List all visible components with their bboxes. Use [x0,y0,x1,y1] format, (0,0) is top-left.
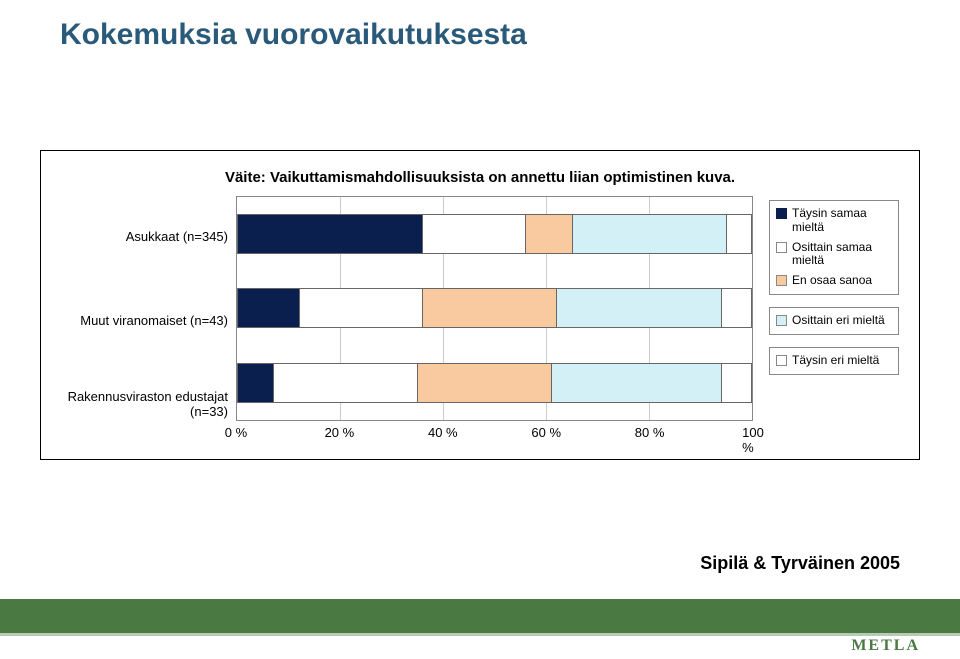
y-axis-label: Muut viranomaiset (n=43) [61,280,236,364]
x-axis-tick: 60 % [531,425,561,440]
source-citation: Sipilä & Tyrväinen 2005 [700,553,900,574]
bar-segment [726,214,752,254]
legend-label: Täysin samaa mieltä [792,207,892,235]
bar-segment [422,288,556,328]
footer-accent [0,633,960,636]
x-axis: 0 %20 %40 %60 %80 %100 % [236,425,753,447]
legend-label: En osaa sanoa [792,274,872,288]
bar-row [237,363,752,403]
bar-segment [237,214,422,254]
legend-box: Täysin samaa mieltä Osittain samaa mieltä… [769,200,899,295]
bar-segment [572,214,727,254]
footer: METLA [0,599,960,659]
legend-box: Osittain eri mieltä [769,307,899,335]
footer-bar [0,599,960,633]
bar-segment [525,214,571,254]
legend-item: En osaa sanoa [776,274,892,288]
bar-row [237,288,752,328]
legend-swatch [776,355,787,366]
chart-plot-area [236,196,753,421]
bar-segment [721,363,752,403]
chart-subtitle: Väite: Vaikuttamismahdollisuuksista on a… [61,169,899,186]
bar-segment [721,288,752,328]
legend-swatch [776,242,787,253]
legend-label: Osittain samaa mieltä [792,241,892,269]
legend-item: Osittain eri mieltä [776,314,892,328]
y-axis-label: Rakennusviraston edustajat (n=33) [61,363,236,447]
bar-segment [422,214,525,254]
bar-segment [237,363,273,403]
x-axis-tick: 0 % [225,425,247,440]
logo: METLA [851,637,920,655]
bar-segment [556,288,721,328]
y-axis-labels: Asukkaat (n=345)Muut viranomaiset (n=43)… [61,196,236,447]
legend-swatch [776,208,787,219]
x-axis-tick: 20 % [325,425,355,440]
x-axis-tick: 80 % [635,425,665,440]
legend-item: Osittain samaa mieltä [776,241,892,269]
bar-segment [417,363,551,403]
legend-label: Täysin eri mieltä [792,354,879,368]
x-axis-tick: 100 % [742,425,764,455]
bar-row [237,214,752,254]
y-axis-label: Asukkaat (n=345) [61,196,236,280]
legend-swatch [776,315,787,326]
legend-swatch [776,275,787,286]
bar-segment [273,363,417,403]
footer-bottom: METLA [0,633,960,659]
chart-legend: Täysin samaa mieltä Osittain samaa mieltä… [769,196,899,447]
page-title: Kokemuksia vuorovaikutuksesta [60,18,527,52]
legend-item: Täysin eri mieltä [776,354,892,368]
legend-item: Täysin samaa mieltä [776,207,892,235]
x-axis-tick: 40 % [428,425,458,440]
bar-segment [299,288,423,328]
bar-segment [237,288,299,328]
chart-container: Väite: Vaikuttamismahdollisuuksista on a… [40,150,920,460]
legend-box: Täysin eri mieltä [769,347,899,375]
legend-label: Osittain eri mieltä [792,314,885,328]
bar-segment [551,363,721,403]
